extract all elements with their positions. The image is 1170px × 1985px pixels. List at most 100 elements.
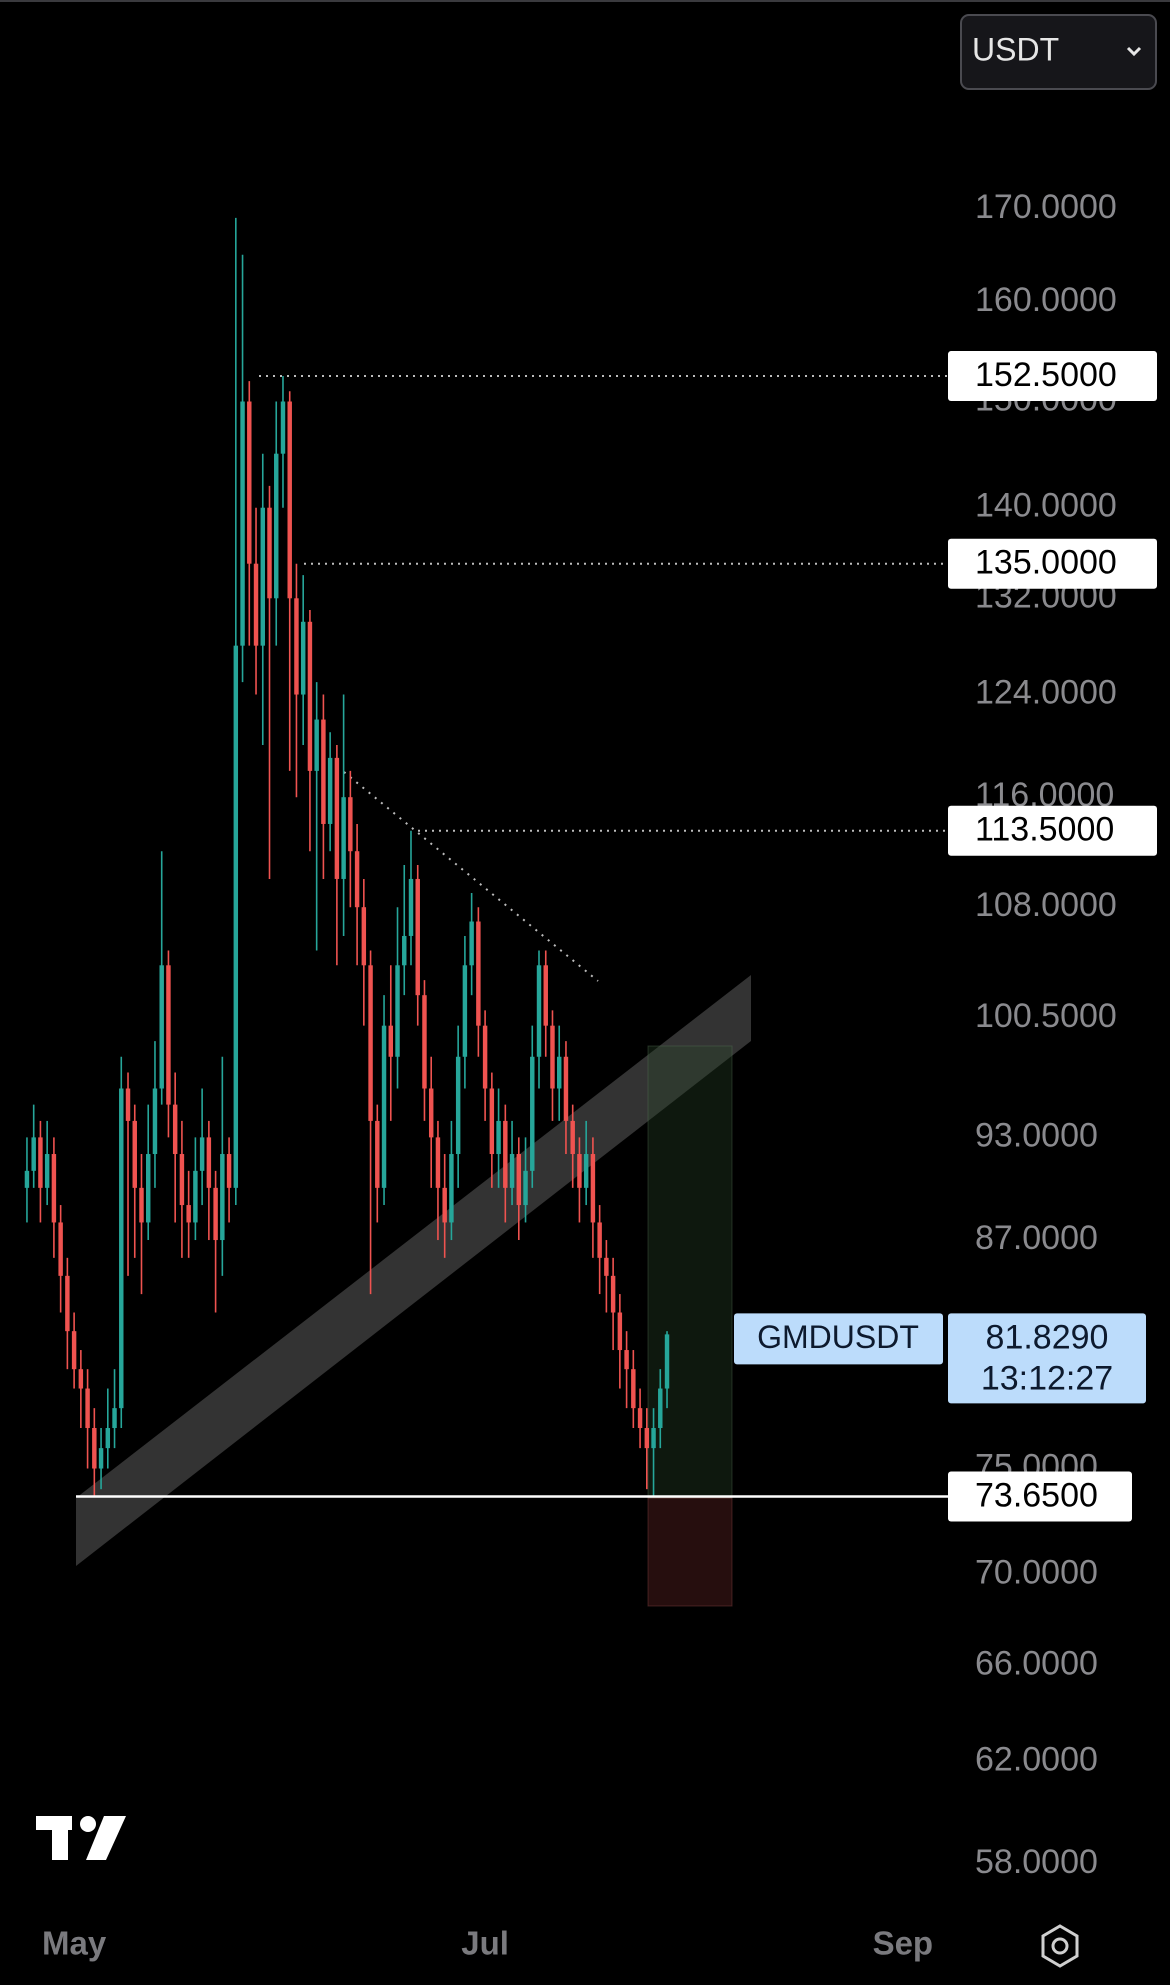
candle-body bbox=[556, 1056, 562, 1089]
candle-body bbox=[658, 1388, 663, 1429]
price-line-label-box bbox=[948, 805, 1157, 856]
candle-body bbox=[462, 965, 468, 1057]
price-line-label: 135.0000 bbox=[975, 544, 1117, 582]
chevron[interactable] bbox=[1126, 46, 1142, 57]
candle-body bbox=[651, 1428, 656, 1449]
candle-body bbox=[664, 1334, 670, 1389]
candle-body bbox=[509, 1154, 515, 1188]
candle-body bbox=[637, 1408, 643, 1429]
candle-body bbox=[166, 965, 171, 1105]
candle-body bbox=[119, 1088, 124, 1409]
candle-body bbox=[98, 1448, 104, 1469]
candle-body bbox=[300, 621, 306, 695]
price-line-label-box bbox=[948, 1471, 1132, 1522]
candle-body bbox=[206, 1137, 212, 1188]
candle-body bbox=[240, 401, 245, 646]
candle-body bbox=[617, 1312, 623, 1351]
candle-body bbox=[159, 965, 164, 1089]
candle-body bbox=[226, 1154, 232, 1188]
candle-body bbox=[24, 1170, 30, 1188]
candle-body bbox=[442, 1187, 447, 1223]
candle-body bbox=[597, 1222, 602, 1258]
candle-body bbox=[58, 1222, 63, 1276]
candle-body bbox=[112, 1408, 117, 1429]
overlay: 170.0000160.0000150.0000140.0000132.0000… bbox=[42, 188, 1157, 1962]
candle-body bbox=[85, 1388, 90, 1429]
candle-body bbox=[435, 1137, 441, 1188]
candle-body bbox=[71, 1331, 77, 1370]
candle-body bbox=[334, 757, 340, 879]
candle-body bbox=[199, 1137, 205, 1171]
candle-body bbox=[280, 401, 286, 454]
y-tick-label: 93.0000 bbox=[975, 1116, 1098, 1154]
candle-body bbox=[274, 453, 279, 599]
x-tick-label: Jul bbox=[461, 1925, 509, 1962]
candle-body bbox=[361, 907, 367, 966]
candle-body bbox=[172, 1104, 178, 1155]
candle-body bbox=[92, 1428, 97, 1469]
candle-body bbox=[287, 401, 292, 599]
candle-body bbox=[348, 797, 353, 852]
candle-body bbox=[51, 1154, 57, 1223]
x-tick-label: May bbox=[42, 1925, 107, 1962]
y-tick-label: 124.0000 bbox=[975, 674, 1117, 712]
x-tick-label: Sep bbox=[873, 1925, 934, 1962]
candle-body bbox=[125, 1088, 131, 1121]
candle-body bbox=[213, 1187, 218, 1241]
candle-body bbox=[583, 1154, 589, 1188]
candle-body bbox=[496, 1120, 501, 1155]
y-tick-label: 70.0000 bbox=[975, 1554, 1098, 1592]
candle-body bbox=[327, 757, 333, 824]
price-line-label: 73.6500 bbox=[975, 1476, 1098, 1514]
candle-body bbox=[38, 1137, 43, 1188]
candle-body bbox=[247, 401, 252, 564]
candle-body bbox=[139, 1187, 144, 1223]
candle-body bbox=[220, 1154, 225, 1241]
candle-body bbox=[543, 965, 548, 1026]
price-line-label: 152.5000 bbox=[975, 356, 1117, 394]
y-tick-label: 160.0000 bbox=[975, 281, 1117, 319]
settings-button[interactable] bbox=[1041, 1924, 1079, 1968]
candle-body bbox=[267, 507, 272, 599]
candle-body bbox=[78, 1369, 84, 1389]
candle-body bbox=[590, 1154, 596, 1223]
y-tick-label: 108.0000 bbox=[975, 886, 1117, 924]
candle-body bbox=[321, 719, 326, 824]
candle-body bbox=[523, 1170, 528, 1206]
position-stop-zone bbox=[647, 1497, 733, 1607]
quote-selector[interactable]: USDT bbox=[960, 14, 1157, 90]
candle-body bbox=[44, 1154, 50, 1188]
candle-body bbox=[489, 1088, 495, 1155]
candle-body bbox=[368, 965, 373, 1121]
candle-body bbox=[577, 1154, 582, 1188]
symbol-label-box bbox=[734, 1313, 943, 1365]
candle-body bbox=[375, 1120, 380, 1188]
candle-body bbox=[402, 935, 407, 966]
candle-body bbox=[428, 1088, 434, 1138]
last-price-label: 81.8290 bbox=[986, 1318, 1109, 1356]
candle-body bbox=[253, 563, 259, 646]
quote-selector-box[interactable] bbox=[960, 14, 1157, 90]
candle-body bbox=[260, 507, 265, 646]
candle-body bbox=[307, 621, 313, 771]
candle-body bbox=[610, 1275, 616, 1313]
price-line-label-box bbox=[948, 538, 1157, 589]
candle-body bbox=[152, 1088, 158, 1155]
y-tick-label: 66.0000 bbox=[975, 1644, 1098, 1682]
candle-body bbox=[516, 1154, 522, 1206]
candle-body bbox=[193, 1170, 198, 1223]
price-line-label: 113.5000 bbox=[975, 811, 1114, 849]
quote-selector-text[interactable]: USDT bbox=[972, 31, 1059, 67]
candle-body bbox=[604, 1257, 609, 1276]
candle-body bbox=[449, 1154, 454, 1223]
candle-body bbox=[570, 1120, 575, 1155]
candle-body bbox=[381, 1025, 387, 1188]
candle-body bbox=[530, 1056, 535, 1171]
candle-body bbox=[422, 995, 427, 1089]
candle-body bbox=[105, 1428, 111, 1449]
y-tick-label: 87.0000 bbox=[975, 1219, 1098, 1257]
y-tick-label: 140.0000 bbox=[975, 487, 1117, 525]
